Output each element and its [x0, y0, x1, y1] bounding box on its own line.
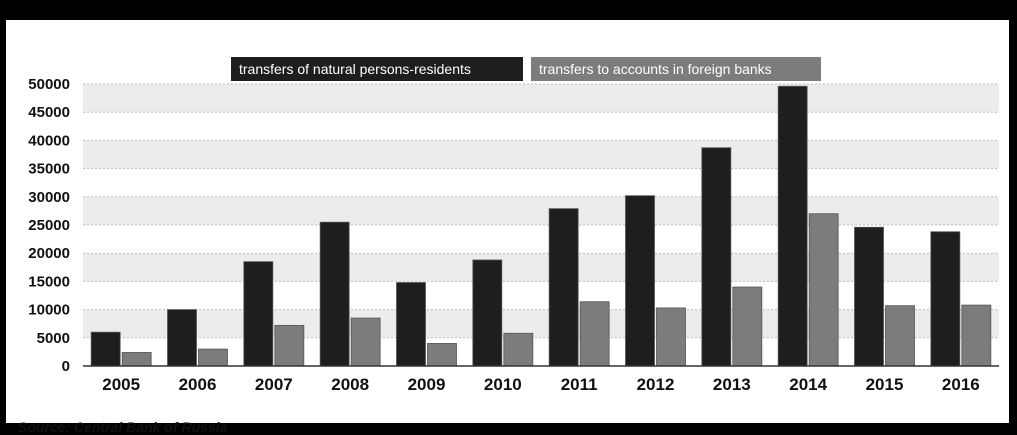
grid-band	[83, 196, 999, 225]
bar-foreign-banks	[808, 213, 839, 367]
y-tick-label: 15000	[28, 273, 70, 290]
bar-foreign-banks	[121, 352, 152, 367]
grid-band	[83, 309, 999, 338]
bar-residents	[90, 331, 121, 367]
grid-band	[83, 84, 999, 113]
y-tick-label: 30000	[28, 189, 70, 206]
bar-foreign-banks	[350, 317, 381, 367]
bar-foreign-banks	[656, 307, 686, 367]
grid-band	[83, 253, 999, 282]
bar-foreign-banks	[579, 301, 610, 367]
x-tick-label: 2006	[179, 375, 217, 394]
bar-foreign-banks	[885, 305, 915, 367]
bar-residents	[319, 221, 350, 367]
x-tick-label: 2011	[561, 375, 598, 394]
bar-residents	[854, 226, 884, 367]
bar-foreign-banks	[503, 332, 534, 367]
bar-residents	[167, 309, 197, 367]
bar-residents	[701, 147, 732, 367]
bar-foreign-banks	[274, 324, 305, 367]
y-tick-label: 0	[62, 358, 70, 375]
x-tick-label: 2005	[102, 375, 140, 394]
x-tick-label: 2014	[789, 375, 827, 394]
x-tick-label: 2016	[942, 375, 980, 394]
bar-residents	[472, 259, 503, 367]
y-tick-label: 45000	[28, 104, 70, 121]
bar-residents	[777, 85, 808, 367]
bar-residents	[548, 208, 579, 367]
bar-residents	[625, 195, 655, 367]
y-tick-label: 10000	[28, 302, 70, 319]
bar-foreign-banks	[427, 343, 457, 367]
y-tick-label: 50000	[28, 76, 70, 93]
x-tick-label: 2015	[866, 375, 904, 394]
x-tick-label: 2009	[408, 375, 446, 394]
source-note: Source: Central Bank of Russia	[18, 419, 228, 435]
y-tick-label: 40000	[28, 132, 70, 149]
legend-item-residents: transfers of natural persons-residents	[231, 57, 523, 81]
x-tick-label: 2008	[331, 375, 369, 394]
chart-panel: transfers of natural persons-residents t…	[6, 20, 1009, 435]
x-tick-label: 2010	[484, 375, 522, 394]
bar-residents	[243, 261, 274, 367]
x-tick-label: 2012	[637, 375, 675, 394]
y-tick-label: 5000	[37, 330, 70, 347]
y-tick-label: 20000	[28, 245, 70, 262]
y-tick-label: 25000	[28, 217, 70, 234]
x-tick-label: 2013	[713, 375, 751, 394]
bar-foreign-banks	[198, 348, 228, 367]
y-tick-label: 35000	[28, 161, 70, 178]
bar-chart: 0 5000 10000 15000 20000 25000 30000 35000 40000…	[28, 76, 999, 394]
bar-foreign-banks	[732, 286, 763, 367]
bar-residents	[396, 282, 426, 367]
bar-residents	[930, 231, 961, 367]
x-tick-label: 2007	[255, 375, 293, 394]
grid-band	[83, 140, 999, 169]
legend-item-foreign-banks: transfers to accounts in foreign banks	[531, 57, 821, 81]
bar-foreign-banks	[961, 304, 992, 367]
